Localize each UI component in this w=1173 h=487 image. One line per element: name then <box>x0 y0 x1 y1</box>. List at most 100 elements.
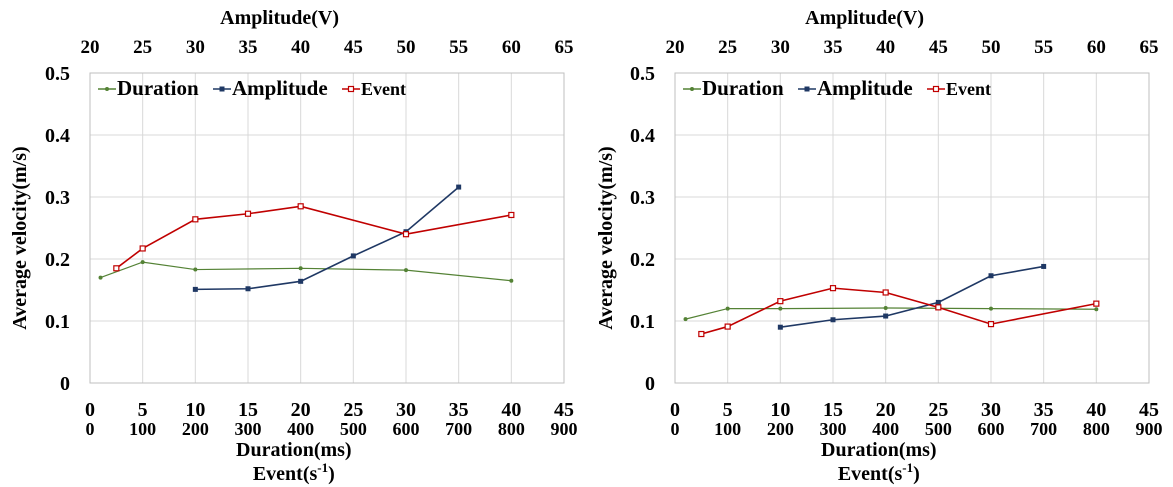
data-point-event <box>139 245 146 252</box>
x-axis-title-event-base: Event(s <box>253 463 318 485</box>
bottom-tick-label-event: 100 <box>129 419 156 439</box>
bottom-tick-label-event: 300 <box>820 419 847 439</box>
bottom-tick-label-event: 600 <box>978 419 1005 439</box>
legend-marker <box>690 87 694 91</box>
legend-label-amplitude: Amplitude <box>232 76 328 100</box>
data-point-event <box>192 216 199 223</box>
legend-marker <box>347 85 355 93</box>
top-tick-label: 40 <box>876 37 895 58</box>
top-tick-label: 60 <box>1087 37 1106 58</box>
top-tick-label: 45 <box>929 37 948 58</box>
y-tick-label: 0.3 <box>630 187 655 209</box>
top-tick-label: 60 <box>502 37 521 58</box>
data-point-duration <box>404 268 408 273</box>
data-point-event <box>777 298 784 305</box>
legend-marker <box>105 87 109 91</box>
data-point-duration <box>1094 307 1099 312</box>
legend-label-event: Event <box>946 79 991 99</box>
bottom-tick-label-duration: 35 <box>1034 399 1054 421</box>
data-point-duration <box>98 275 103 280</box>
x-axis-title-duration: Duration(ms) <box>236 439 352 461</box>
series-line-duration <box>100 261 512 282</box>
data-point-event <box>402 231 410 238</box>
bottom-tick-label-duration: 20 <box>876 399 896 421</box>
bottom-tick-label-event: 100 <box>714 419 741 439</box>
bottom-tick-label-duration: 45 <box>1139 399 1159 421</box>
x-axis-title-event: Event(s-1) <box>253 460 335 485</box>
bottom-tick-label-event: 800 <box>498 419 525 439</box>
data-point-event <box>113 265 120 272</box>
top-tick-label: 45 <box>344 37 363 58</box>
top-tick-label: 35 <box>824 37 843 58</box>
top-tick-label: 65 <box>1140 37 1159 58</box>
bottom-tick-label-event: 600 <box>393 419 420 439</box>
legend-marker <box>219 86 225 92</box>
bottom-tick-label-duration: 0 <box>670 399 680 421</box>
bottom-tick-label-event: 800 <box>1083 419 1110 439</box>
x-axis-title-duration: Duration(ms) <box>821 439 937 461</box>
data-point-amplitude <box>935 299 941 305</box>
bottom-tick-label-duration: 20 <box>291 399 311 421</box>
bottom-tick-label-event: 700 <box>445 419 472 439</box>
bottom-tick-label-duration: 25 <box>343 399 363 421</box>
legend-marker <box>932 85 940 93</box>
data-point-duration <box>298 266 303 271</box>
data-point-event <box>1093 300 1100 307</box>
data-point-event <box>987 321 995 328</box>
data-point-amplitude <box>830 317 836 323</box>
bottom-tick-label-duration: 5 <box>723 399 733 421</box>
bottom-tick-label-duration: 0 <box>85 399 95 421</box>
bottom-tick-label-duration: 5 <box>138 399 148 421</box>
y-tick-label: 0.1 <box>45 311 70 333</box>
series-line-event <box>701 287 1097 335</box>
top-tick-label: 30 <box>186 37 205 58</box>
y-tick-label: 0 <box>645 373 655 395</box>
y-axis-title: Average velocity(m/s) <box>595 146 617 329</box>
bottom-tick-label-event: 700 <box>1030 419 1057 439</box>
top-tick-label: 25 <box>133 37 152 58</box>
data-point-duration <box>140 260 145 265</box>
x-axis-title-event-base: Event(s <box>838 463 903 485</box>
series-line-amplitude <box>780 265 1044 328</box>
bottom-tick-label-duration: 40 <box>501 399 521 421</box>
bottom-tick-label-event: 200 <box>182 419 209 439</box>
x-axis-title-event: Event(s-1) <box>838 460 920 485</box>
top-tick-label: 65 <box>555 37 574 58</box>
bottom-tick-label-duration: 45 <box>554 399 574 421</box>
chart-panel-1: 00.10.20.30.40.520 25 30 35 40 45 50 55 60 65Ampl… <box>9 7 578 485</box>
top-tick-label: 20 <box>666 37 685 58</box>
series-line-duration <box>685 307 1097 320</box>
y-tick-label: 0.1 <box>630 311 655 333</box>
bottom-tick-label-event: 400 <box>872 419 899 439</box>
top-tick-label: 25 <box>718 37 737 58</box>
chart-legend: Duration Amplitude Event <box>98 76 406 100</box>
top-tick-label: 20 <box>81 37 100 58</box>
top-tick-label: 50 <box>397 37 416 58</box>
top-axis-title: Amplitude(V) <box>805 7 924 29</box>
data-point-amplitude <box>456 184 462 190</box>
data-point-event <box>724 323 731 330</box>
x-axis-title-event-sup: -1 <box>317 460 328 475</box>
data-point-event <box>508 211 515 219</box>
bottom-tick-label-event: 500 <box>340 419 367 439</box>
top-tick-label: 50 <box>982 37 1001 58</box>
data-point-duration <box>725 306 730 311</box>
data-point-event <box>244 210 252 217</box>
top-tick-label: 55 <box>449 37 468 58</box>
data-point-duration <box>509 278 514 283</box>
bottom-tick-label-event: 900 <box>551 419 578 439</box>
data-point-amplitude <box>1041 263 1047 269</box>
plot-area <box>89 72 565 384</box>
top-tick-label: 35 <box>239 37 258 58</box>
bottom-tick-label-duration: 40 <box>1086 399 1106 421</box>
y-tick-label: 0.5 <box>45 63 70 85</box>
data-point-duration <box>778 306 783 311</box>
data-point-amplitude <box>350 253 356 259</box>
data-point-amplitude <box>298 278 304 284</box>
data-point-duration <box>989 306 993 311</box>
data-point-amplitude <box>988 273 994 279</box>
data-point-amplitude <box>245 286 251 292</box>
bottom-tick-label-event: 500 <box>925 419 952 439</box>
y-tick-label: 0.4 <box>45 125 70 147</box>
